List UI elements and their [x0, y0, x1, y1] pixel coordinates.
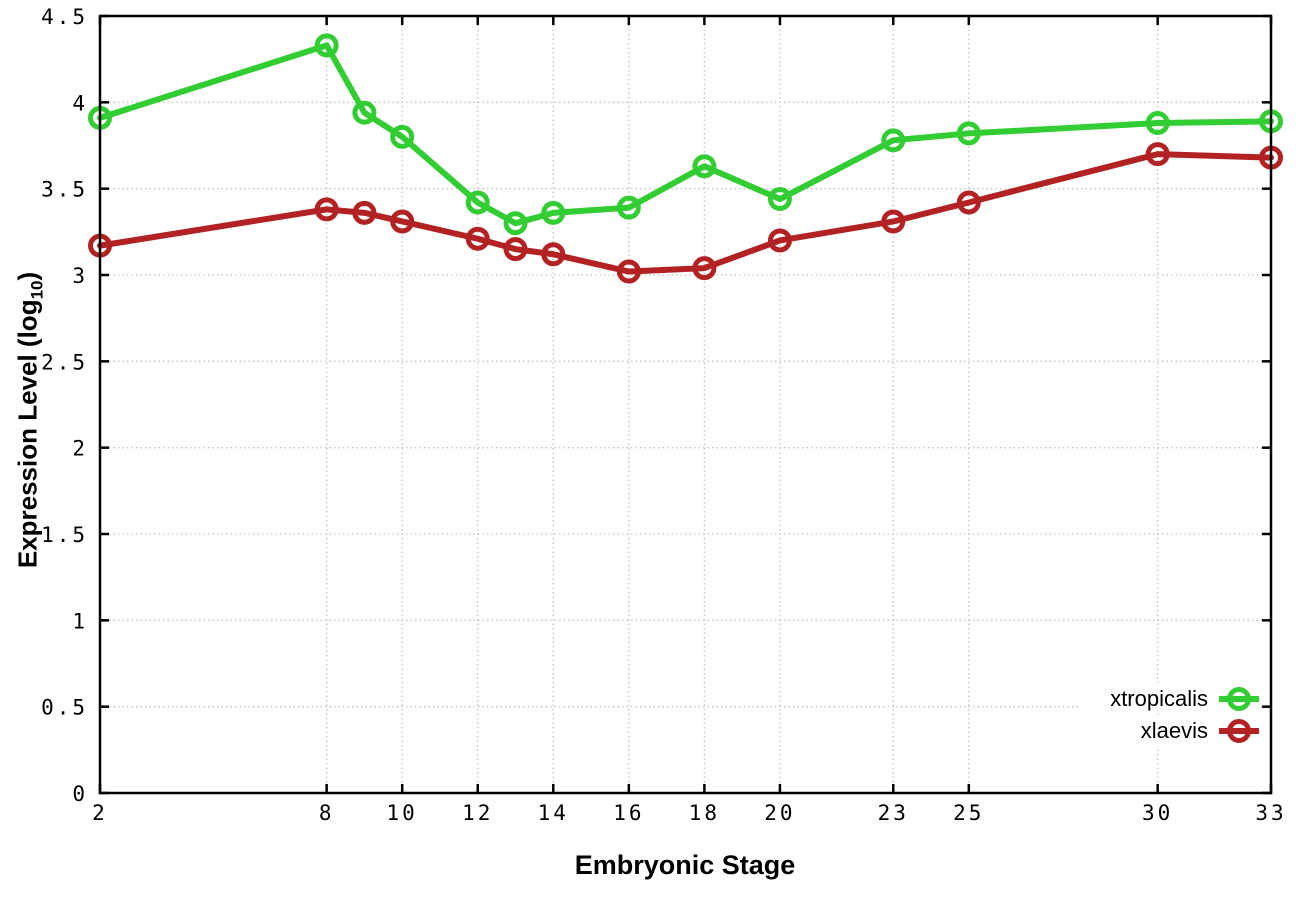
data-point-xlaevis: [692, 256, 717, 281]
x-tick-label: 30: [1142, 801, 1173, 825]
y-axis-title-suffix: ): [12, 271, 43, 281]
data-point-xlaevis: [881, 209, 906, 234]
data-point-xtropicalis: [767, 187, 792, 212]
data-point-xtropicalis: [956, 121, 981, 146]
data-point-xtropicalis: [541, 200, 566, 225]
y-tick-label: 1.5: [41, 523, 88, 547]
x-tick-label: 2: [92, 801, 108, 825]
x-tick-label: 12: [462, 801, 493, 825]
legend-sample-marker: [1227, 718, 1251, 743]
data-point-xlaevis: [390, 209, 415, 234]
y-tick-label: 0: [72, 782, 88, 806]
x-tick-label: 20: [764, 801, 795, 825]
y-tick-label: 1: [72, 609, 88, 633]
y-tick-label: 3: [72, 264, 88, 288]
data-point-xtropicalis: [465, 190, 490, 215]
x-tick-label: 33: [1255, 801, 1286, 825]
y-tick-label: 2: [72, 437, 88, 461]
data-point-xtropicalis: [1145, 111, 1170, 136]
x-tick-label: 16: [613, 801, 644, 825]
legend-label-xtropicalis: xtropicalis: [1110, 685, 1208, 711]
y-tick-label: 3.5: [41, 178, 88, 202]
data-point-xlaevis: [465, 226, 490, 251]
data-point-xlaevis: [616, 259, 641, 284]
legend-label-xlaevis: xlaevis: [1140, 717, 1208, 743]
y-axis-title-subscript: 10: [27, 280, 47, 300]
x-tick-label: 8: [319, 801, 335, 825]
y-tick-label: 0.5: [41, 696, 88, 720]
y-tick-label: 4.5: [41, 5, 88, 29]
data-point-xtropicalis: [881, 128, 906, 153]
y-axis-title: Expression Level (log10): [12, 272, 47, 568]
data-point-xtropicalis: [314, 33, 339, 58]
x-tick-label: 18: [689, 801, 720, 825]
legend-row-xtropicalis: xtropicalis: [1080, 683, 1260, 714]
legend-sample-xtropicalis: [1219, 686, 1259, 711]
legend: xtropicalis xlaevis: [1080, 683, 1260, 746]
series-line-xlaevis: [97, 151, 1274, 275]
data-point-xtropicalis: [616, 195, 641, 220]
plot-border: [98, 14, 1273, 795]
data-point-xtropicalis: [390, 124, 415, 149]
legend-sample-marker: [1227, 686, 1251, 711]
x-axis-title: Embryonic Stage: [574, 850, 796, 880]
x-tick-label: 10: [387, 801, 418, 825]
data-point-xlaevis: [352, 200, 377, 225]
data-point-xlaevis: [956, 190, 981, 215]
series-line-xtropicalis: [97, 42, 1274, 227]
data-point-xtropicalis: [352, 100, 377, 125]
data-point-xlaevis: [541, 242, 566, 267]
data-point-xlaevis: [314, 197, 339, 222]
data-point-xlaevis: [767, 228, 792, 253]
data-point-xlaevis: [503, 237, 528, 262]
x-tick-label: 23: [878, 801, 909, 825]
data-point-xlaevis: [1145, 142, 1170, 167]
y-tick-label: 2.5: [41, 350, 88, 374]
data-point-xtropicalis: [503, 211, 528, 236]
legend-sample-xlaevis: [1219, 718, 1259, 743]
legend-row-xlaevis: xlaevis: [1110, 715, 1260, 746]
y-tick-label: 4: [72, 91, 88, 115]
y-axis-title-text: Expression Level (log: [12, 299, 43, 569]
x-tick-label: 25: [953, 801, 984, 825]
x-tick-label: 14: [538, 801, 569, 825]
data-point-xtropicalis: [692, 154, 717, 179]
